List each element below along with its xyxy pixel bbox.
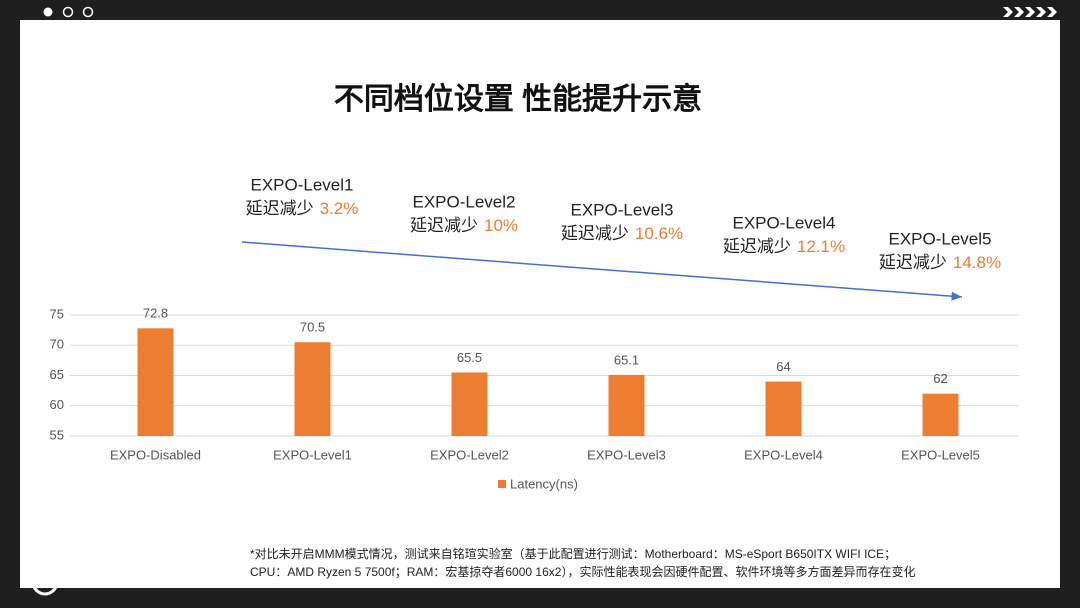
annotation-prefix: 延迟减少 [879, 253, 947, 272]
dot [82, 6, 94, 18]
data-label: 64 [776, 359, 790, 374]
annotation-text: 延迟减少 10.6% [561, 224, 683, 243]
annotation-text: 延迟减少 14.8% [879, 253, 1001, 272]
y-tick-label: 60 [50, 397, 64, 412]
y-tick-label: 75 [50, 306, 64, 321]
annotation-value: 10% [484, 216, 518, 235]
x-tick-label: EXPO-Level1 [273, 447, 352, 462]
annotation-value: 12.1% [797, 237, 845, 256]
annotation-title: EXPO-Level3 [571, 200, 674, 219]
annotation-title: EXPO-Level4 [733, 213, 836, 232]
x-tick-label: EXPO-Level4 [744, 447, 823, 462]
slide-area [20, 20, 1060, 588]
logo-mark [35, 575, 55, 589]
dot [43, 7, 53, 17]
data-label: 65.5 [457, 350, 482, 365]
annotation-title: EXPO-Level2 [413, 192, 516, 211]
data-label: 70.5 [300, 320, 325, 335]
legend-swatch [498, 480, 506, 488]
bar [765, 381, 802, 436]
annotation-value: 14.8% [953, 253, 1001, 272]
annotation-prefix: 延迟减少 [410, 216, 478, 235]
x-tick-label: EXPO-Disabled [110, 447, 201, 462]
annotation-value: 3.2% [320, 199, 359, 218]
x-tick-label: EXPO-Level3 [587, 447, 666, 462]
annotation-title: EXPO-Level5 [889, 229, 992, 248]
bar [451, 372, 488, 436]
annotation-text: 延迟减少 3.2% [246, 199, 359, 218]
y-tick-label: 70 [50, 337, 64, 352]
annotation-title: EXPO-Level1 [251, 175, 354, 194]
data-label: 65.1 [614, 352, 639, 367]
annotation-value: 10.6% [635, 224, 683, 243]
y-tick-label: 65 [50, 367, 64, 382]
footnote: *对比未开启MMM模式情况，测试来自铭瑄实验室（基于此配置进行测试：Mother… [250, 546, 896, 561]
bar [922, 393, 959, 436]
x-tick-label: EXPO-Level5 [901, 447, 980, 462]
trend-arrow [241, 241, 963, 301]
data-label: 62 [933, 371, 947, 386]
annotation-prefix: 延迟减少 [561, 224, 629, 243]
annotation-text: 延迟减少 10% [410, 216, 518, 235]
title: 不同档位设置 性能提升示意 [334, 82, 702, 116]
annotation-text: 延迟减少 12.1% [723, 237, 845, 256]
annotation-prefix: 延迟减少 [723, 237, 791, 256]
brand: MAXSUN [64, 568, 171, 593]
y-tick-label: 55 [50, 427, 64, 442]
chevrons [1003, 7, 1057, 17]
legend-label: Latency(ns) [510, 476, 578, 491]
bar [608, 374, 645, 436]
bar [294, 342, 331, 436]
annotation-prefix: 延迟减少 [246, 199, 314, 218]
chart: 55 60 65 70 75 EXPO-Disabled EXPO-Level1 EXPO-L… [50, 306, 1019, 491]
x-tick-label: EXPO-Level2 [430, 447, 509, 462]
dot [62, 6, 74, 18]
bar [137, 328, 174, 436]
footnote: CPU：AMD Ryzen 5 7500f；RAM：宏基掠夺者6000 16x2… [250, 564, 915, 579]
logo-mark [31, 568, 59, 596]
data-label: 72.8 [143, 306, 168, 321]
